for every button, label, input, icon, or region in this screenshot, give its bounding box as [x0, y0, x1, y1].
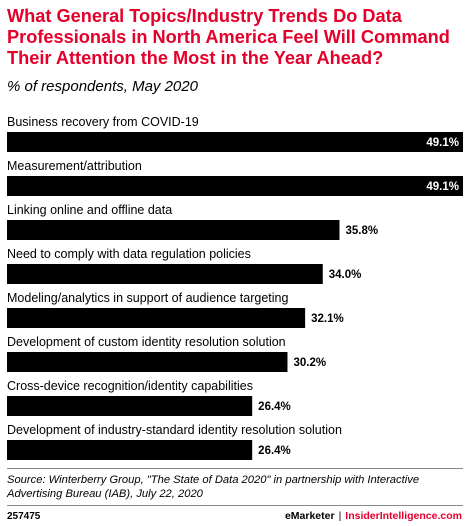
chart-title: What General Topics/Industry Trends Do D…: [7, 6, 450, 68]
value-label: 49.1%: [426, 181, 459, 193]
chart-subtitle: % of respondents, May 2020: [7, 78, 198, 95]
category-label: Development of industry-standard identit…: [7, 423, 342, 437]
footer-divider: [7, 505, 463, 506]
source-divider: [7, 468, 463, 469]
category-label: Cross-device recognition/identity capabi…: [7, 379, 253, 393]
category-label: Linking online and offline data: [7, 203, 172, 217]
brand-emarketer: eMarketer: [284, 510, 335, 522]
chart-id: 257475: [7, 511, 41, 522]
value-label: 35.8%: [345, 225, 378, 237]
value-label: 30.2%: [293, 357, 326, 369]
value-label: 26.4%: [258, 445, 291, 457]
bar: [7, 132, 463, 152]
bar: [7, 220, 340, 240]
category-label: Business recovery from COVID-19: [7, 115, 199, 129]
source-note: Source: Winterberry Group, "The State of…: [7, 474, 420, 500]
value-label: 32.1%: [311, 313, 344, 325]
footer-brand: eMarketer | InsiderIntelligence.com: [285, 510, 462, 522]
bar: [7, 440, 253, 460]
bar: [7, 264, 323, 284]
bar: [7, 396, 253, 416]
bar-chart: Business recovery from COVID-19 49.1% Meas…: [7, 115, 463, 460]
value-label: 26.4%: [258, 401, 291, 413]
category-label: Development of custom identity resolutio…: [7, 335, 286, 349]
bar: [7, 352, 288, 372]
category-label: Measurement/attribution: [7, 159, 142, 173]
category-label: Need to comply with data regulation poli…: [7, 247, 251, 261]
bar: [7, 176, 463, 196]
category-label: Modeling/analytics in support of audienc…: [7, 291, 288, 305]
brand-separator: |: [338, 510, 342, 522]
bar: [7, 308, 306, 328]
value-label: 49.1%: [426, 137, 459, 149]
value-label: 34.0%: [329, 269, 362, 281]
brand-insiderintelligence: InsiderIntelligence.com: [345, 510, 462, 522]
